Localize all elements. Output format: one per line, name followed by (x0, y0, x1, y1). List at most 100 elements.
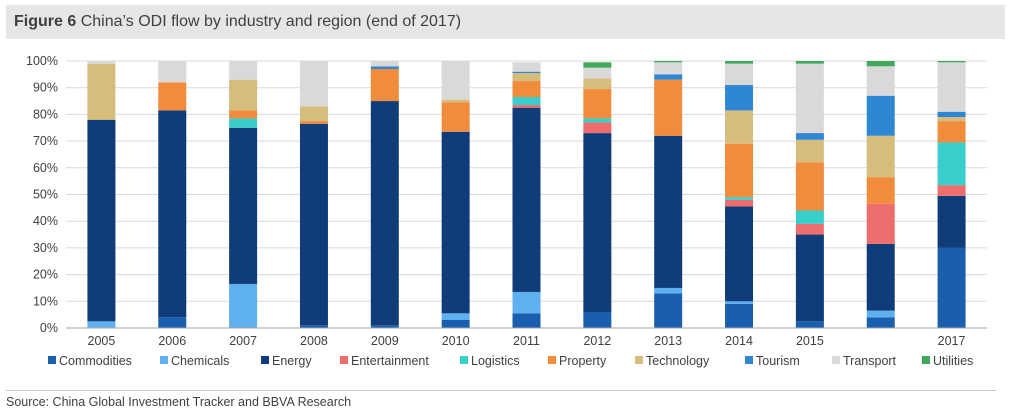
figure-label: Figure 6 (14, 13, 77, 30)
bar-segment-commodities (937, 247, 966, 328)
bar-segment-transport (158, 61, 187, 83)
bar-segment-entertainment (795, 223, 824, 235)
bar-segment-entertainment (512, 105, 541, 108)
bar-segment-transport (512, 62, 541, 72)
figure-caption: China’s ODI flow by industry and region … (80, 13, 462, 30)
bar-segment-chemicals (441, 313, 470, 320)
bar-segment-transport (229, 61, 258, 80)
y-tick-label: 100% (26, 54, 58, 68)
bar-segment-energy (583, 133, 612, 312)
bar-segment-technology (441, 99, 470, 103)
bar-segment-technology (583, 78, 612, 90)
bar-segment-transport (87, 61, 116, 64)
bar-segment-energy (441, 131, 470, 314)
bar-segment-energy (795, 234, 824, 322)
bar-segment-commodities (441, 319, 470, 328)
bar-segment-utilities (583, 62, 612, 68)
source-divider (6, 390, 996, 391)
bar-segment-commodities (866, 317, 895, 328)
x-tick-label: 2017 (938, 334, 966, 348)
bar-segment-property (299, 121, 328, 124)
bar-segment-entertainment (583, 122, 612, 134)
bar-segment-tourism (795, 133, 824, 140)
bar-segment-utilities (937, 61, 966, 63)
bar-segment-technology (795, 139, 824, 163)
figure-title: Figure 6 China’s ODI flow by industry an… (14, 13, 461, 31)
bar-segment-energy (725, 206, 754, 302)
y-tick-label: 50% (33, 188, 58, 202)
bar-segment-utilities (866, 61, 895, 67)
bar-segment-property (229, 110, 258, 119)
bar-segment-tourism (512, 71, 541, 74)
bar-segment-technology (937, 117, 966, 122)
bar-segment-transport (795, 63, 824, 134)
bar-segment-logistics (795, 210, 824, 224)
bar-segment-property (866, 177, 895, 204)
bar-segment-property (512, 81, 541, 98)
bar-segment-logistics (583, 118, 612, 123)
legend-swatch-energy (261, 356, 269, 364)
bar-segment-transport (583, 67, 612, 79)
bar-segment-energy (229, 127, 258, 284)
x-tick-label: 2007 (229, 334, 257, 348)
legend-swatch-commodities (48, 356, 56, 364)
bar-segment-transport (866, 66, 895, 96)
bar-segment-chemicals (654, 287, 683, 294)
bar-segment-technology (229, 79, 258, 111)
y-tick-label: 90% (33, 81, 58, 95)
bar-segment-commodities (583, 311, 612, 328)
bar-segment-tourism (725, 85, 754, 111)
bar-segment-energy (866, 243, 895, 311)
bar-segment-tourism (866, 95, 895, 136)
bar-segment-property (654, 79, 683, 136)
bar-segment-technology (299, 106, 328, 122)
bar-segment-transport (370, 61, 399, 67)
bar-segment-chemicals (229, 283, 258, 328)
bar-segment-logistics (229, 118, 258, 128)
x-tick-label: 2005 (88, 334, 116, 348)
bar-segment-property (441, 102, 470, 132)
legend-label-property: Property (559, 354, 607, 368)
bar-segment-utilities (654, 61, 683, 63)
legend-label-tourism: Tourism (756, 354, 800, 368)
x-tick-label: 2010 (442, 334, 470, 348)
y-tick-label: 80% (33, 107, 58, 121)
y-tick-label: 30% (33, 241, 58, 255)
bar-segment-tourism (654, 74, 683, 80)
bar-segment-energy (937, 195, 966, 248)
legend-swatch-transport (832, 356, 840, 364)
bar-segment-energy (654, 135, 683, 288)
bar-segment-transport (725, 63, 754, 86)
y-tick-label: 0% (40, 321, 58, 335)
bar-segment-property (725, 143, 754, 198)
legend-swatch-property (548, 356, 556, 364)
bar-segment-commodities (725, 303, 754, 328)
bar-segment-technology (725, 110, 754, 144)
x-tick-label: 2012 (583, 334, 611, 348)
bar-segment-technology (87, 63, 116, 120)
bar-segment-property (583, 89, 612, 119)
x-tick-label: 2008 (300, 334, 328, 348)
bar-segment-energy (370, 101, 399, 326)
bar-segment-transport (441, 61, 470, 100)
legend-label-utilities: Utilities (933, 354, 973, 368)
bar-segment-utilities (795, 61, 824, 64)
bar-segment-commodities (654, 293, 683, 328)
x-tick-label: 2006 (158, 334, 186, 348)
bar-segment-transport (654, 62, 683, 75)
legend-swatch-chemicals (160, 356, 168, 364)
bar-segment-commodities (795, 321, 824, 328)
bar-segment-chemicals (512, 291, 541, 314)
x-tick-label: 2013 (654, 334, 682, 348)
legend-swatch-entertainment (340, 356, 348, 364)
y-tick-label: 10% (33, 294, 58, 308)
x-tick-label: 2011 (513, 334, 540, 348)
bar-segment-commodities (370, 325, 399, 328)
source-note: Source: China Global Investment Tracker … (6, 395, 352, 409)
bar-segment-transport (299, 61, 328, 107)
bar-segment-tourism (370, 66, 399, 70)
bar-segment-tourism (937, 111, 966, 118)
bar-segment-commodities (158, 317, 187, 328)
legend-label-chemicals: Chemicals (171, 354, 229, 368)
y-tick-label: 70% (33, 134, 58, 148)
